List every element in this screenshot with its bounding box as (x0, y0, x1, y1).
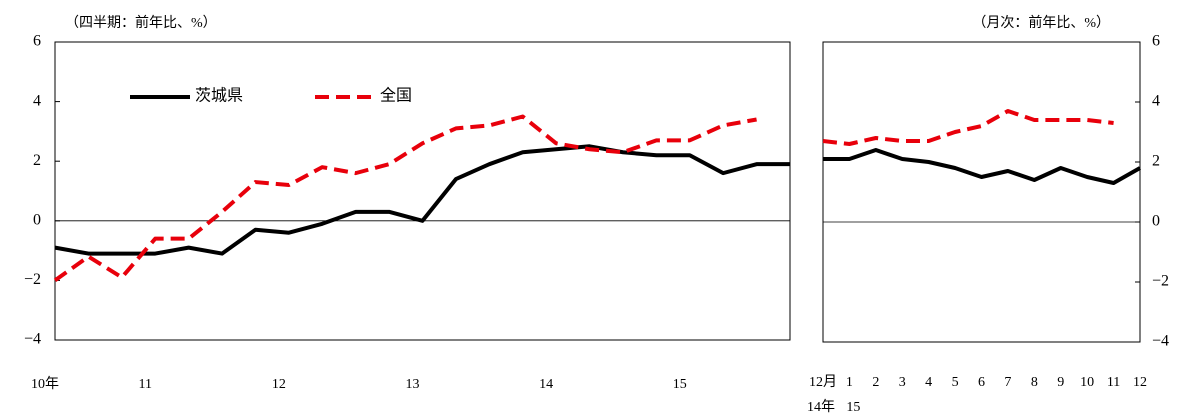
x-tick-label: 12 (272, 377, 286, 392)
y-tick-label: 2 (33, 152, 41, 169)
x-tick-label: 3 (899, 375, 906, 390)
y-tick-label: 4 (1152, 93, 1160, 110)
y-tick-label: 0 (33, 211, 41, 228)
legend-label: 全国 (380, 87, 412, 105)
legend-label: 茨城県 (195, 87, 243, 105)
x-tick-label: 11 (1107, 375, 1120, 390)
plot-frame (822, 41, 1141, 343)
x-tick-label: 14 (539, 377, 553, 392)
x-year-label: 15 (846, 400, 860, 414)
x-year-label: 14年 (807, 399, 835, 414)
x-tick-label: 7 (1004, 375, 1011, 390)
x-tick-label: 12 (1133, 375, 1147, 390)
y-tick-label: 0 (1152, 213, 1160, 230)
y-tick-label: 2 (1152, 153, 1160, 170)
y-tick-label: −4 (24, 331, 41, 348)
series-line (54, 144, 790, 256)
annotation: （月次：前年比、%） (972, 14, 1110, 31)
x-tick-label: 11 (138, 377, 151, 392)
series-line (822, 109, 1114, 146)
x-tick-label: 10 (1080, 375, 1094, 390)
x-tick-label: 9 (1057, 375, 1064, 390)
x-tick-label: 1 (846, 375, 853, 390)
x-tick-label: 12月 (809, 374, 837, 390)
x-tick-label: 13 (406, 377, 420, 392)
y-tick-label: −2 (1152, 273, 1169, 290)
x-tick-label: 5 (952, 375, 959, 390)
x-tick-label: 15 (673, 377, 687, 392)
x-tick-label: 6 (978, 375, 985, 390)
series-line (53, 114, 757, 283)
y-tick-label: −4 (1152, 333, 1169, 350)
x-tick-label: 10年 (31, 376, 59, 392)
annotation: （四半期：前年比、%） (65, 14, 217, 31)
y-tick-label: −2 (24, 271, 41, 288)
plot-frame (54, 41, 791, 341)
y-tick-label: 4 (33, 92, 41, 109)
y-tick-label: 6 (33, 33, 41, 50)
x-tick-label: 2 (872, 375, 879, 390)
x-tick-label: 8 (1031, 375, 1038, 390)
y-tick-label: 6 (1152, 33, 1160, 50)
series-line (823, 148, 1141, 185)
x-tick-label: 4 (925, 375, 932, 390)
